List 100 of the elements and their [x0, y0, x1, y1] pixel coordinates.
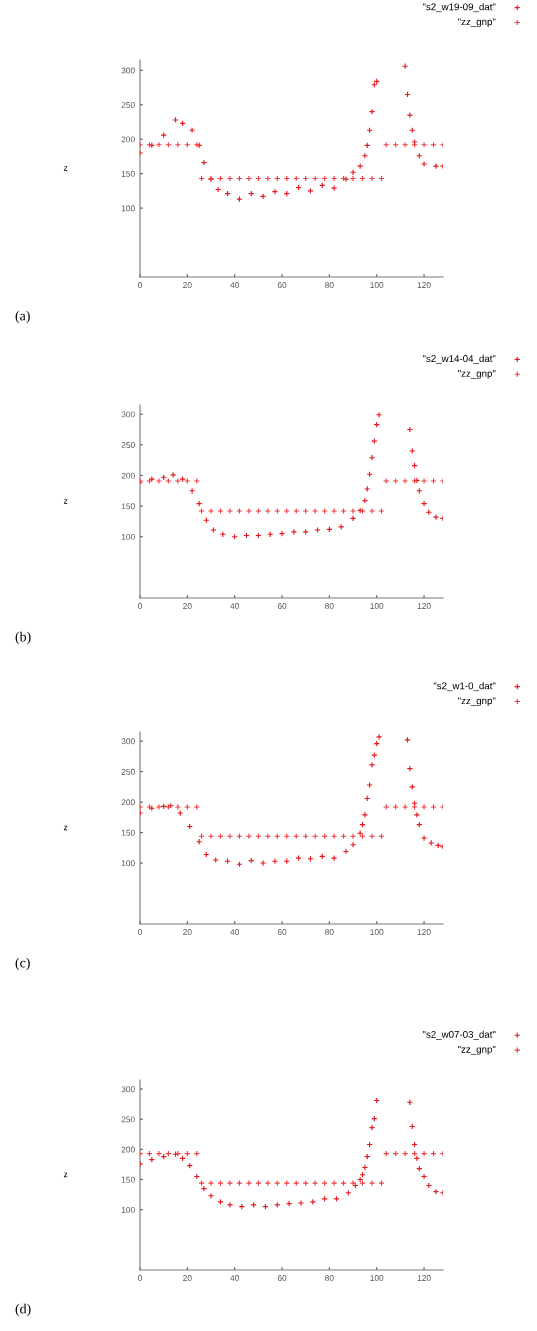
- point: [155, 803, 163, 811]
- point: [174, 477, 182, 485]
- point: [198, 507, 205, 515]
- point: [349, 841, 357, 848]
- y-tick-label: 300: [121, 1086, 135, 1093]
- point: [368, 1179, 376, 1187]
- x-tick-label: 60: [277, 603, 287, 609]
- point: [349, 833, 357, 840]
- y-tick-label: 300: [121, 738, 135, 745]
- y-axis-title: z: [63, 166, 68, 171]
- point: [330, 507, 338, 515]
- text: (b): [15, 631, 31, 645]
- point: [259, 859, 267, 867]
- x-tick-label: 0: [138, 603, 142, 609]
- x-tick-label: 120: [417, 929, 431, 935]
- y-tick-label: 200: [121, 136, 135, 143]
- point: [278, 530, 286, 537]
- point: [349, 507, 357, 515]
- point: [226, 1179, 234, 1187]
- y-tick-label: 150: [121, 1176, 135, 1183]
- point: [413, 1155, 421, 1162]
- point: [420, 803, 428, 811]
- point: [430, 803, 437, 811]
- text: (d): [15, 1303, 31, 1317]
- point: [383, 803, 390, 811]
- y-tick-label: 100: [121, 205, 135, 212]
- point: [321, 507, 328, 515]
- y-tick-label: 250: [121, 101, 135, 108]
- point: [212, 856, 219, 864]
- point: [368, 1124, 376, 1131]
- point: [312, 507, 319, 515]
- point: [207, 507, 215, 515]
- point: [368, 761, 376, 769]
- point: [293, 507, 300, 515]
- y-tick-label: 250: [121, 442, 135, 448]
- y-tick-label: 200: [121, 1146, 135, 1153]
- y-tick-label: 200: [121, 799, 135, 806]
- point: [392, 477, 399, 485]
- point: [392, 803, 399, 811]
- x-tick-label: 60: [277, 929, 287, 935]
- x-tick-label: 60: [277, 1275, 287, 1281]
- text: (a): [15, 310, 30, 324]
- point: [155, 477, 163, 485]
- x-tick-label: 120: [417, 603, 431, 609]
- point: [420, 477, 428, 485]
- legend-label: "zz_gnp": [458, 18, 496, 28]
- point: [207, 1179, 215, 1187]
- y-tick-label: 150: [121, 829, 135, 836]
- legend-label: "zz_gnp": [458, 697, 496, 707]
- y-tick-label: 300: [121, 411, 135, 418]
- y-tick-label: 100: [121, 1206, 135, 1213]
- point: [378, 507, 385, 515]
- x-tick-label: 0: [138, 282, 142, 288]
- point: [193, 477, 200, 485]
- point: [409, 447, 416, 455]
- legend-label: "zz_gnp": [458, 1045, 496, 1055]
- point: [226, 833, 234, 840]
- x-tick-label: 100: [370, 603, 384, 609]
- text: (c): [15, 957, 30, 971]
- point: [193, 803, 200, 811]
- x-tick-label: 80: [325, 603, 334, 609]
- point: [340, 507, 347, 515]
- point: [401, 803, 409, 811]
- y-tick-label: 200: [121, 472, 135, 479]
- y-tick-label: 300: [121, 67, 135, 74]
- point: [411, 803, 418, 811]
- point: [401, 477, 409, 485]
- y-tick-label: 150: [121, 170, 135, 177]
- point: [368, 108, 376, 115]
- point: [210, 526, 217, 534]
- y-axis-title: z: [63, 499, 68, 504]
- point: [207, 1192, 215, 1199]
- x-tick-label: 40: [230, 1275, 239, 1281]
- legend-label: "s2_w14-04_dat": [422, 354, 496, 364]
- point: [349, 169, 357, 176]
- y-axis-title: z: [63, 1172, 68, 1178]
- point: [184, 803, 191, 811]
- x-tick-label: 20: [183, 1275, 192, 1281]
- y-tick-label: 250: [121, 1116, 135, 1123]
- point: [264, 507, 271, 515]
- x-tick-label: 120: [417, 1275, 431, 1281]
- y-tick-label: 250: [121, 768, 135, 775]
- x-tick-label: 80: [325, 282, 334, 288]
- legend-label: "s2_w1-0_dat": [433, 682, 496, 692]
- x-tick-label: 0: [138, 929, 142, 935]
- point: [283, 507, 290, 515]
- x-tick-label: 20: [183, 282, 192, 288]
- point: [226, 175, 234, 182]
- y-tick-label: 100: [121, 860, 135, 867]
- point: [184, 477, 191, 485]
- point: [342, 848, 350, 855]
- x-tick-label: 120: [417, 282, 431, 288]
- point: [217, 507, 224, 515]
- point: [349, 175, 357, 182]
- point: [245, 507, 253, 515]
- x-tick-label: 40: [230, 929, 239, 935]
- legend-label: "s2_w19-09_dat": [422, 3, 496, 13]
- x-tick-label: 80: [325, 929, 334, 935]
- y-axis-title: z: [63, 825, 68, 831]
- point: [274, 507, 281, 515]
